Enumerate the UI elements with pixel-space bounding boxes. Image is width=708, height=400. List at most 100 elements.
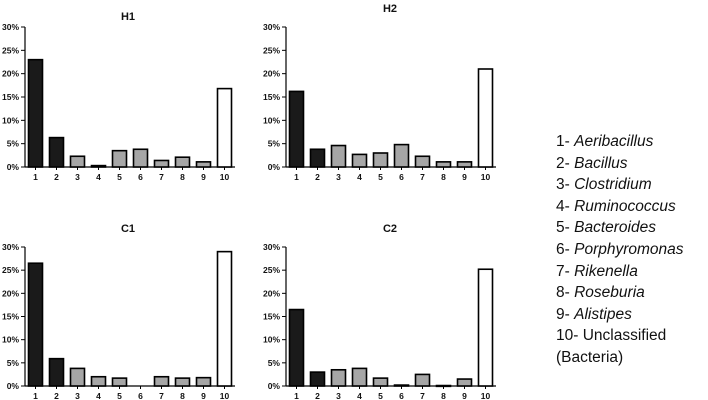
panel-c1: C1 0% 5% 10% 15% 20% 25% 30% 1 2 3 4 5 6 7 8 9 10 xyxy=(2,223,235,400)
legend-number: 2- xyxy=(556,154,570,172)
x-tick-label: 6 xyxy=(399,391,404,400)
x-tick-label: 10 xyxy=(481,172,491,182)
x-tick-label: 5 xyxy=(378,172,383,182)
bar xyxy=(153,159,170,168)
x-tick-label: 4 xyxy=(96,172,101,182)
y-tick-label: 30% xyxy=(2,242,19,252)
x-tick-label: 2 xyxy=(315,391,320,400)
y-tick-label: 15% xyxy=(263,312,280,322)
y-tick-label: 15% xyxy=(2,312,19,322)
y-tick-label: 0% xyxy=(268,162,281,172)
chart-title: C2 xyxy=(383,223,397,235)
x-tick-label: 4 xyxy=(357,391,362,400)
legend-genus: Alistipes xyxy=(574,305,632,323)
x-tick-label: 9 xyxy=(462,172,467,182)
bar xyxy=(69,155,86,168)
bar xyxy=(48,136,65,168)
y-tick-label: 15% xyxy=(2,92,19,102)
bar xyxy=(330,368,347,387)
legend-genus: Bacillus xyxy=(574,154,628,172)
legend-genus: Porphyromonas xyxy=(574,240,684,258)
paren-close: ) xyxy=(618,348,624,366)
y-tick-label: 15% xyxy=(263,92,280,102)
bar xyxy=(216,250,233,387)
x-tick-label: 1 xyxy=(294,391,299,400)
bar xyxy=(195,376,212,387)
legend-unclassified-label: Unclassified xyxy=(582,327,667,345)
x-tick-label: 3 xyxy=(336,391,341,400)
bar xyxy=(414,373,431,387)
bar xyxy=(351,153,368,168)
legend-item: 3- Clostridium xyxy=(556,174,706,196)
legend-item: 8- Roseburia xyxy=(556,282,706,304)
x-tick-label: 4 xyxy=(357,172,362,182)
legend-number: 8- xyxy=(556,284,570,302)
bar xyxy=(111,377,128,387)
chart-title: C1 xyxy=(121,223,135,235)
bar xyxy=(27,262,44,387)
bar xyxy=(111,149,128,168)
bar xyxy=(90,375,107,387)
y-tick-label: 5% xyxy=(7,139,20,149)
bar xyxy=(477,268,494,387)
bar xyxy=(393,143,410,168)
x-tick-label: 10 xyxy=(220,391,230,400)
y-tick-label: 20% xyxy=(263,69,280,79)
x-tick-label: 2 xyxy=(54,391,59,400)
x-tick-label: 3 xyxy=(75,391,80,400)
bar xyxy=(132,148,149,168)
bar xyxy=(435,161,452,168)
x-tick-label: 7 xyxy=(420,172,425,182)
legend-genus: Roseburia xyxy=(574,284,645,302)
legend-bacteria: Bacteria xyxy=(561,348,619,366)
y-tick-label: 10% xyxy=(2,335,19,345)
x-tick-label: 7 xyxy=(420,391,425,400)
x-tick-label: 7 xyxy=(159,391,164,400)
panel-h1: H1 0% 5% 10% 15% 20% 25% 30% 1 2 3 4 5 6 7 8 9 10 xyxy=(2,11,235,182)
legend-number: 7- xyxy=(556,262,570,280)
y-tick-label: 20% xyxy=(2,288,19,298)
legend-genus: Ruminococcus xyxy=(574,197,676,215)
y-tick-label: 25% xyxy=(2,265,19,275)
legend-item: 5- Bacteroides xyxy=(556,217,706,239)
legend-item: 2- Bacillus xyxy=(556,153,706,175)
x-tick-label: 2 xyxy=(315,172,320,182)
legend-genus: Aeribacillus xyxy=(574,133,654,150)
bar xyxy=(69,367,86,387)
bar xyxy=(309,148,326,168)
x-tick-label: 3 xyxy=(75,172,80,182)
x-tick-label: 6 xyxy=(399,172,404,182)
bar xyxy=(393,384,410,387)
x-tick-label: 6 xyxy=(138,172,143,182)
legend-genus: Clostridium xyxy=(574,176,652,194)
x-tick-label: 1 xyxy=(33,391,38,400)
bar xyxy=(174,377,191,387)
bar xyxy=(309,371,326,387)
y-tick-label: 30% xyxy=(263,242,280,252)
y-tick-label: 25% xyxy=(263,45,280,55)
x-tick-label: 10 xyxy=(481,391,491,400)
legend-number: 10- xyxy=(556,327,579,345)
x-tick-label: 1 xyxy=(294,172,299,182)
chart-title: H1 xyxy=(121,11,135,23)
x-tick-label: 8 xyxy=(180,391,185,400)
legend-genus: Bacteroides xyxy=(574,219,656,237)
x-tick-label: 9 xyxy=(462,391,467,400)
bar xyxy=(216,87,233,168)
y-tick-label: 0% xyxy=(268,381,281,391)
chart-title: H2 xyxy=(383,3,397,15)
x-tick-label: 7 xyxy=(159,172,164,182)
legend-item: 4- Ruminococcus xyxy=(556,196,706,218)
genus-legend: 1- Aeribacillus 2- Bacillus 3- Clostridi… xyxy=(556,131,706,369)
legend-item-unclassified: 10- Unclassified xyxy=(556,325,706,347)
bar xyxy=(90,164,107,168)
y-tick-label: 5% xyxy=(268,139,281,149)
y-tick-label: 0% xyxy=(7,381,20,391)
bar xyxy=(27,58,44,168)
bar xyxy=(456,161,473,168)
y-tick-label: 10% xyxy=(263,335,280,345)
x-tick-label: 4 xyxy=(96,391,101,400)
legend-number: 6- xyxy=(556,240,570,258)
legend-number: 9- xyxy=(556,305,570,323)
